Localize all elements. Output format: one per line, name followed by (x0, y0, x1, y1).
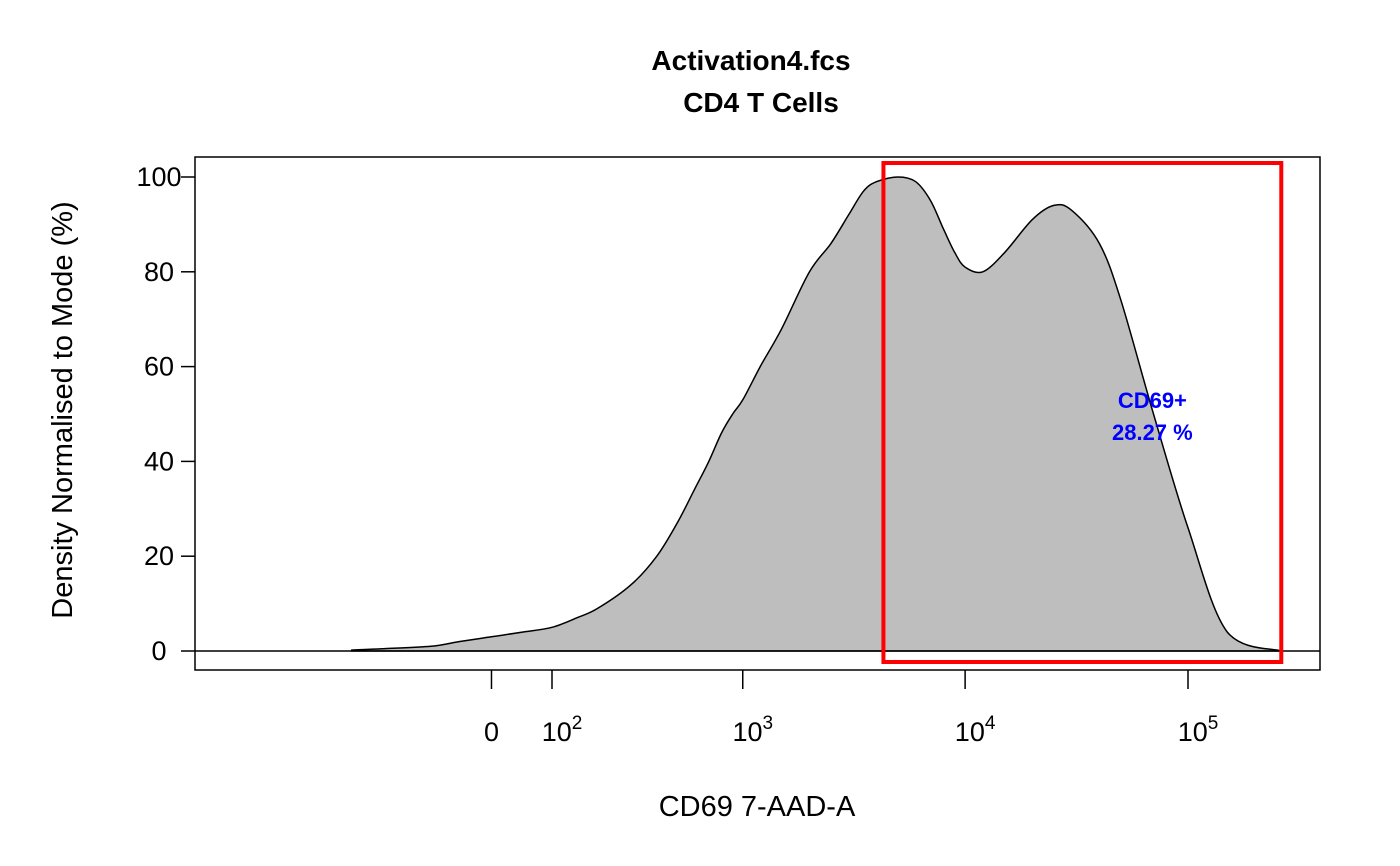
x-tick-label: 104 (955, 713, 996, 747)
x-tick-label: 0 (484, 717, 499, 747)
chart-title: Activation4.fcs (651, 45, 850, 76)
y-axis: 0 20 40 60 80 100 (136, 162, 195, 666)
plot-frame (194, 156, 1321, 671)
x-tick-label: 105 (1178, 713, 1219, 747)
density-area (350, 176, 1282, 652)
y-tick-label: 20 (144, 541, 174, 571)
y-tick-label: 100 (136, 162, 181, 192)
gate-rectangle-cd69[interactable] (881, 161, 1284, 664)
y-tick-label: 0 (151, 636, 166, 666)
x-tick-label: 103 (732, 713, 773, 747)
x-axis-label: CD69 7-AAD-A (659, 791, 856, 823)
y-tick-label: 80 (144, 257, 174, 287)
gate-label-percent: 28.27 % (1112, 420, 1193, 445)
y-tick-label: 60 (144, 352, 174, 382)
plot-area: CD69+ 28.27 % (194, 156, 1321, 671)
gate-label-name: CD69+ (1118, 388, 1187, 413)
x-axis: 0 102 103 104 105 (484, 670, 1218, 747)
x-tick-label: 102 (542, 713, 583, 747)
y-tick-label: 40 (144, 446, 174, 476)
y-axis-label: Density Normalised to Mode (%) (47, 201, 79, 618)
chart-subtitle: CD4 T Cells (683, 87, 839, 118)
